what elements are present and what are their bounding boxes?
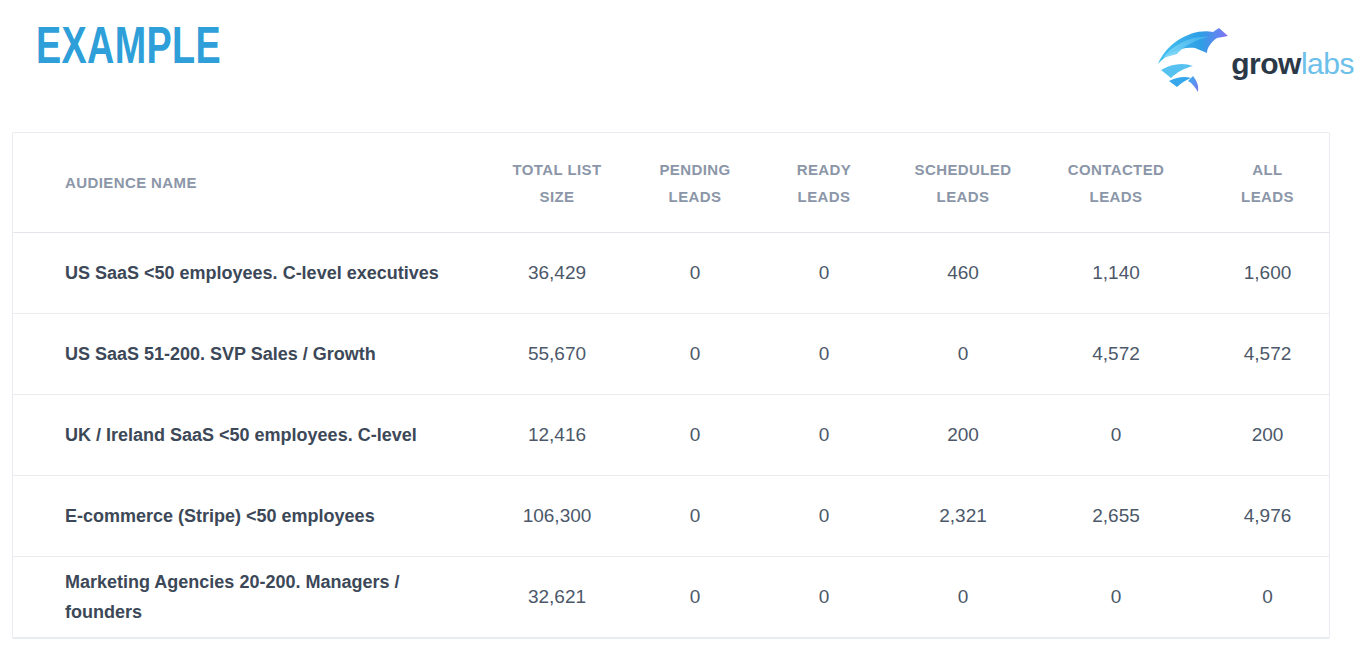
header-line: AUDIENCE NAME (65, 169, 472, 196)
value-cell-contacted_leads: 0 (1026, 557, 1206, 638)
growlabs-wordmark: growlabs (1231, 47, 1354, 81)
header-line: SCHEDULED (900, 156, 1026, 183)
audience-name-cell: US SaaS <50 employees. C-level executive… (13, 233, 472, 314)
header-line: LEADS (1206, 183, 1329, 210)
column-header-total-list-size: TOTAL LISTSIZE (472, 133, 642, 233)
value-cell-scheduled_leads: 200 (900, 395, 1026, 476)
value-cell-total_list_size: 36,429 (472, 233, 642, 314)
audience-name-cell: Marketing Agencies 20-200. Managers / fo… (13, 557, 472, 638)
value-cell-total_list_size: 12,416 (472, 395, 642, 476)
header-line: LEADS (1026, 183, 1206, 210)
table-row[interactable]: UK / Ireland SaaS <50 employees. C-level… (13, 395, 1329, 476)
audience-table-body: US SaaS <50 employees. C-level executive… (13, 233, 1329, 638)
column-header-scheduled-leads: SCHEDULEDLEADS (900, 133, 1026, 233)
value-cell-pending_leads: 0 (642, 395, 748, 476)
page: EXAMPLE (0, 0, 1356, 650)
value-cell-total_list_size: 106,300 (472, 476, 642, 557)
header-line: LEADS (748, 183, 900, 210)
value-cell-pending_leads: 0 (642, 557, 748, 638)
value-cell-pending_leads: 0 (642, 233, 748, 314)
header-line: PENDING (642, 156, 748, 183)
audience-name-cell: E-commerce (Stripe) <50 employees (13, 476, 472, 557)
value-cell-pending_leads: 0 (642, 476, 748, 557)
value-cell-scheduled_leads: 460 (900, 233, 1026, 314)
value-cell-all_leads: 4,976 (1206, 476, 1329, 557)
column-header-pending-leads: PENDINGLEADS (642, 133, 748, 233)
table-row[interactable]: US SaaS <50 employees. C-level executive… (13, 233, 1329, 314)
value-cell-ready_leads: 0 (748, 233, 900, 314)
column-header-all-leads: ALLLEADS (1206, 133, 1329, 233)
value-cell-ready_leads: 0 (748, 395, 900, 476)
header-line: READY (748, 156, 900, 183)
header-line: ALL (1206, 156, 1329, 183)
header-line: LEADS (900, 183, 1026, 210)
header-line: CONTACTED (1026, 156, 1206, 183)
value-cell-ready_leads: 0 (748, 557, 900, 638)
value-cell-pending_leads: 0 (642, 314, 748, 395)
value-cell-all_leads: 4,572 (1206, 314, 1329, 395)
value-cell-ready_leads: 0 (748, 476, 900, 557)
header-line: TOTAL LIST (472, 156, 642, 183)
value-cell-scheduled_leads: 0 (900, 314, 1026, 395)
header-line: SIZE (472, 183, 642, 210)
value-cell-contacted_leads: 4,572 (1026, 314, 1206, 395)
brand-word-labs: labs (1301, 47, 1354, 80)
value-cell-ready_leads: 0 (748, 314, 900, 395)
audience-table: AUDIENCE NAME TOTAL LISTSIZE PENDINGLEAD… (13, 133, 1329, 638)
value-cell-total_list_size: 55,670 (472, 314, 642, 395)
growlabs-logo: growlabs (1155, 26, 1354, 92)
brand-word-grow: grow (1231, 47, 1301, 80)
column-header-ready-leads: READYLEADS (748, 133, 900, 233)
header-line: LEADS (642, 183, 748, 210)
value-cell-contacted_leads: 2,655 (1026, 476, 1206, 557)
value-cell-total_list_size: 32,621 (472, 557, 642, 638)
value-cell-contacted_leads: 0 (1026, 395, 1206, 476)
value-cell-all_leads: 200 (1206, 395, 1329, 476)
value-cell-all_leads: 1,600 (1206, 233, 1329, 314)
audience-name-cell: UK / Ireland SaaS <50 employees. C-level (13, 395, 472, 476)
value-cell-all_leads: 0 (1206, 557, 1329, 638)
table-row[interactable]: E-commerce (Stripe) <50 employees106,300… (13, 476, 1329, 557)
value-cell-contacted_leads: 1,140 (1026, 233, 1206, 314)
page-title: EXAMPLE (36, 16, 221, 75)
column-header-contacted-leads: CONTACTEDLEADS (1026, 133, 1206, 233)
growlabs-swoosh-icon (1155, 26, 1229, 92)
value-cell-scheduled_leads: 2,321 (900, 476, 1026, 557)
value-cell-scheduled_leads: 0 (900, 557, 1026, 638)
table-row[interactable]: Marketing Agencies 20-200. Managers / fo… (13, 557, 1329, 638)
column-header-audience-name: AUDIENCE NAME (13, 133, 472, 233)
audience-name-cell: US SaaS 51-200. SVP Sales / Growth (13, 314, 472, 395)
table-header-row: AUDIENCE NAME TOTAL LISTSIZE PENDINGLEAD… (13, 133, 1329, 233)
audience-table-container: AUDIENCE NAME TOTAL LISTSIZE PENDINGLEAD… (12, 132, 1330, 639)
table-row[interactable]: US SaaS 51-200. SVP Sales / Growth55,670… (13, 314, 1329, 395)
